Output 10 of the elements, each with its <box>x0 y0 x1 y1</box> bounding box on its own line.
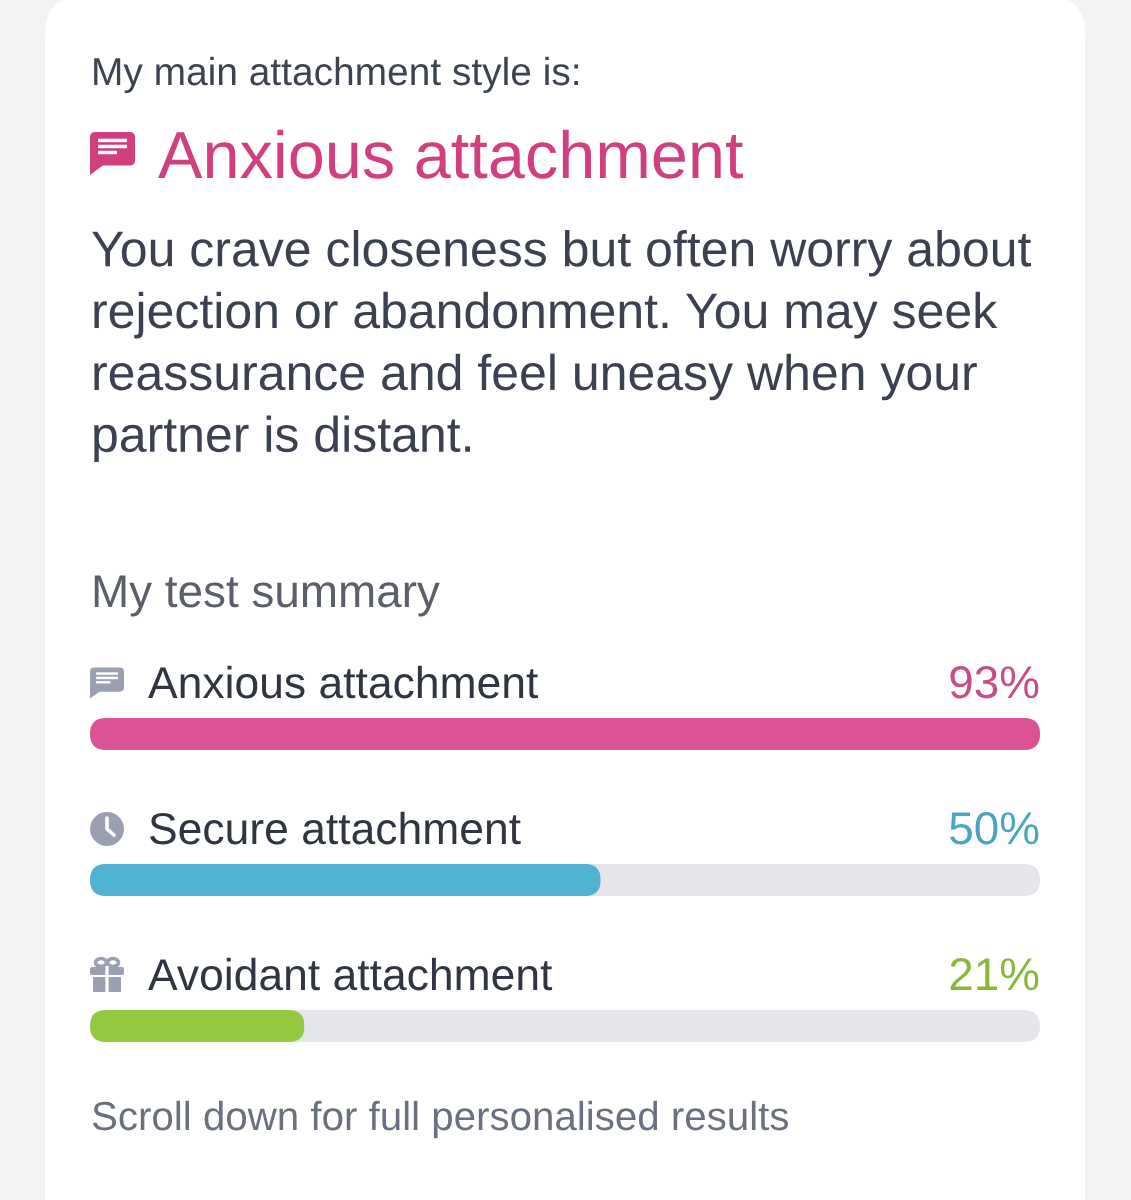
text: You crave closeness but often worry about rejection or abandonment. You may seek reassurance and feel uneasy when your partner is distant. <box>92 230 1032 463</box>
data-label: 50% <box>950 812 1039 845</box>
y-tick-label: Anxious attachment <box>148 665 539 699</box>
y-tick-label: Secure attachment <box>150 811 521 845</box>
text: Scroll down for full personalised results <box>92 1100 789 1139</box>
chart-title: My test summary <box>94 575 440 617</box>
data-label: 93% <box>950 666 1039 699</box>
y-tick-label: Avoidant attachment <box>148 957 553 991</box>
data-label: 21% <box>950 958 1039 991</box>
text: My main attachment style is: <box>94 56 579 94</box>
